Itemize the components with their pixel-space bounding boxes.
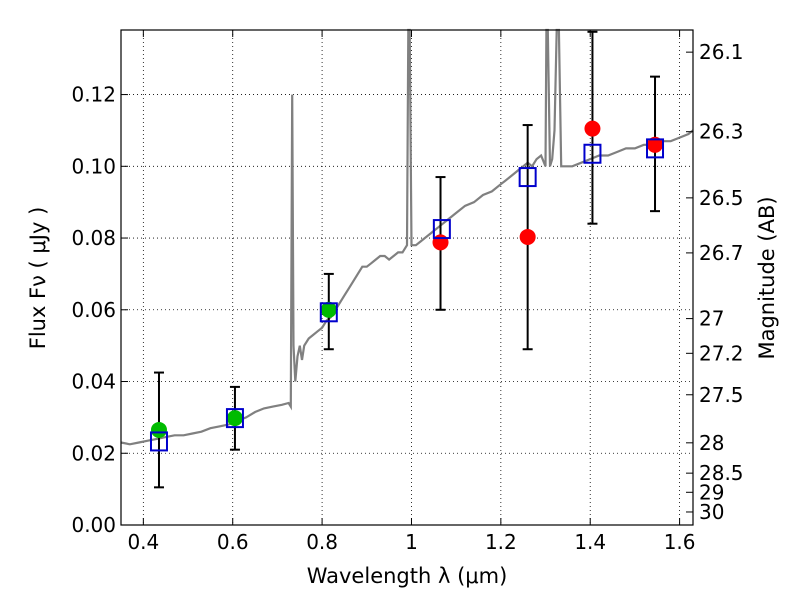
model-photometry-square	[646, 138, 665, 159]
x-tick-label: 0.4	[127, 530, 159, 554]
model-photometry-square	[225, 408, 244, 429]
plot-area	[120, 28, 694, 489]
x-tick-label: 1	[405, 530, 418, 554]
model-photometry-square	[583, 143, 602, 164]
model-spectrum-line	[120, 28, 694, 446]
y-tick-label: 0.00	[71, 513, 116, 537]
x-axis-title: Wavelength λ (μm)	[307, 564, 508, 588]
magnitude-tick-label: 28.5	[699, 461, 744, 485]
x-tick-label: 0.8	[306, 530, 338, 554]
x-axis-ticks: 0.4 0.6 0.8 1 1.2 1.4 1.6	[127, 30, 696, 554]
green-data-point	[150, 421, 167, 438]
y-tick-label: 0.06	[71, 298, 116, 322]
magnitude-tick-label: 26.3	[699, 120, 744, 144]
x-tick-label: 0.6	[217, 530, 249, 554]
axes-frame	[120, 29, 694, 526]
magnitude-axis-title: Magnitude (AB)	[755, 196, 779, 359]
magnitude-tick-label: 27	[699, 307, 724, 331]
y-tick-label: 0.10	[71, 154, 116, 178]
green-data-point	[320, 301, 337, 318]
magnitude-tick-label: 26.5	[699, 186, 744, 210]
x-tick-label: 1.2	[485, 530, 517, 554]
y-axis-ticks: 0.00 0.02 0.04 0.06 0.08 0.10 0.12	[71, 83, 128, 537]
green-data-point	[226, 410, 243, 427]
y-tick-label: 0.04	[71, 370, 116, 394]
markers	[149, 120, 665, 452]
model-photometry-square	[319, 302, 338, 323]
model-photometry-square	[518, 167, 537, 188]
magnitude-tick-label: 30	[699, 500, 724, 524]
x-tick-label: 1.6	[664, 530, 696, 554]
y-tick-label: 0.02	[71, 441, 116, 465]
y-tick-label: 0.08	[71, 226, 116, 250]
grid	[121, 30, 693, 525]
model-photometry-square	[149, 431, 168, 452]
x-tick-label: 1.4	[574, 530, 606, 554]
red-data-point	[519, 228, 536, 245]
model-photometry-square	[432, 219, 451, 240]
y-tick-label: 0.12	[71, 83, 116, 107]
magnitude-tick-label: 29	[699, 480, 724, 504]
magnitude-tick-label: 26.7	[699, 241, 744, 265]
magnitude-tick-label: 27.5	[699, 383, 744, 407]
magnitude-tick-label: 28	[699, 431, 724, 455]
red-data-point	[584, 120, 601, 137]
magnitude-tick-label: 27.2	[699, 341, 744, 365]
magnitude-tick-label: 26.1	[699, 40, 744, 64]
y-axis-title: Flux Fν ( μJy )	[26, 207, 50, 350]
